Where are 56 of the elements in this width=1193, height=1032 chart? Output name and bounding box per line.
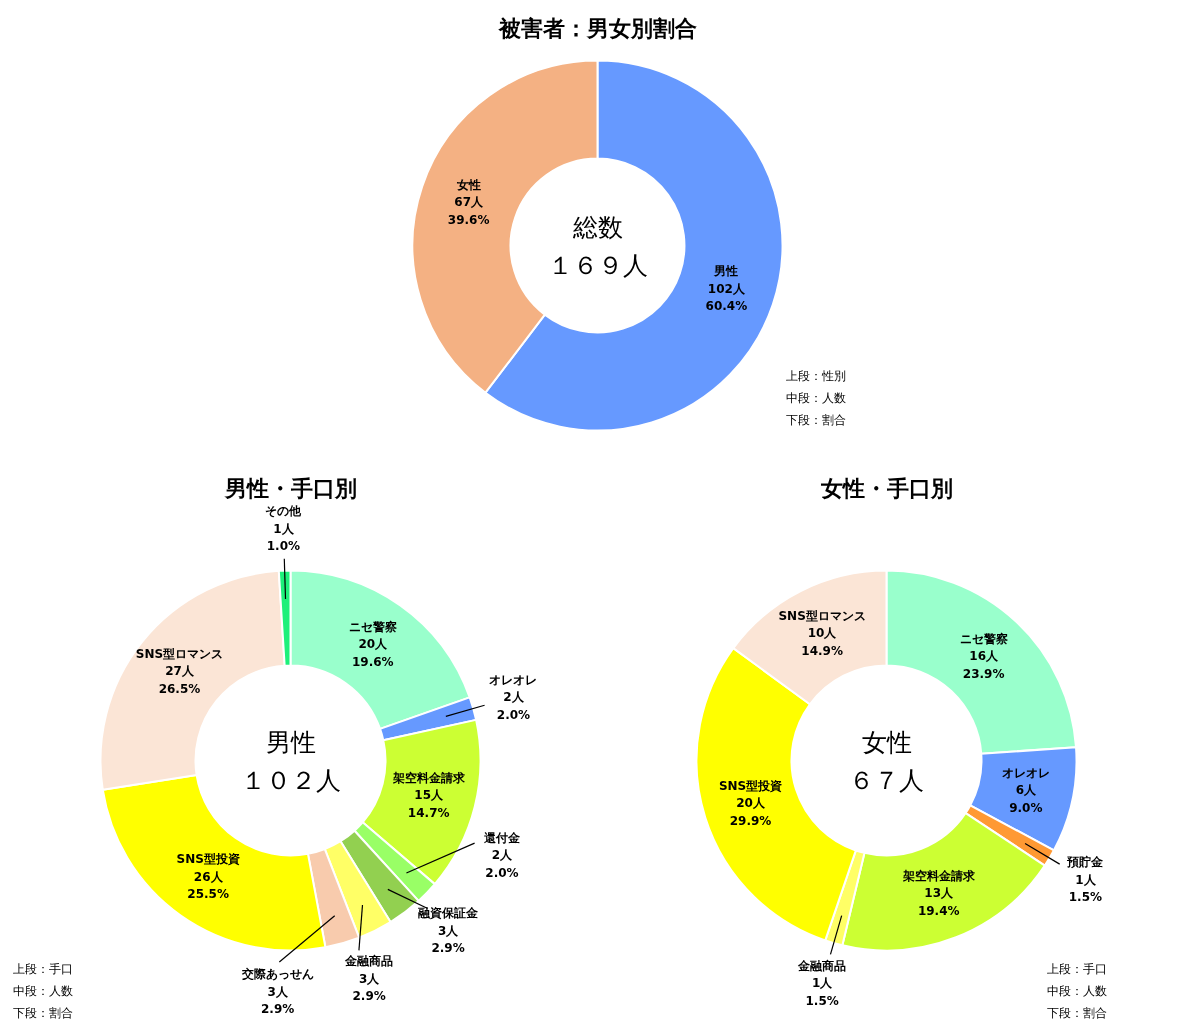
data-label: 16人 23.9% bbox=[962, 649, 1005, 681]
data-label: 2人 2.0% bbox=[485, 848, 519, 880]
slice-label: 金融商品 bbox=[344, 954, 394, 969]
slice-label: その他 bbox=[265, 504, 303, 519]
chart-title: 男性・手口別 bbox=[223, 476, 357, 501]
slice-label: 交際あっせん bbox=[240, 967, 314, 982]
data-label: 13人 19.4% bbox=[917, 886, 960, 918]
data-label: 26人 25.5% bbox=[187, 869, 229, 902]
text: 総数 bbox=[571, 213, 623, 242]
text: 男性 bbox=[265, 728, 316, 757]
data-label: 2人 2.0% bbox=[496, 690, 531, 722]
text: 上段：手口 bbox=[1046, 961, 1107, 976]
text: １６９人 bbox=[547, 251, 648, 280]
slice-label: 還付金 bbox=[482, 830, 521, 845]
slice-label: 男性 bbox=[713, 264, 739, 279]
chart-title: 女性・手口別 bbox=[819, 476, 953, 501]
data-label: 102人 60.4% bbox=[705, 281, 748, 314]
data-label: 6人 9.0% bbox=[1009, 783, 1043, 815]
text: 中段：人数 bbox=[12, 983, 73, 998]
slice-label: ニセ警察 bbox=[348, 619, 397, 634]
text: 中段：人数 bbox=[1046, 983, 1107, 998]
slice-label: 融資保証金 bbox=[418, 906, 480, 921]
slice-label: 金融商品 bbox=[797, 958, 847, 973]
data-label: 27人 26.5% bbox=[158, 664, 201, 696]
text: 下段：割合 bbox=[785, 412, 846, 427]
data-label: 15人 14.7% bbox=[407, 788, 450, 820]
text: １０２人 bbox=[240, 766, 341, 795]
slice-label: 架空料金請求 bbox=[391, 770, 466, 785]
data-label: 3人 2.9% bbox=[431, 923, 465, 956]
slice-label: SNS型投資 bbox=[718, 778, 783, 793]
slice-label: SNS型ロマンス bbox=[135, 646, 224, 661]
slice-label: オレオレ bbox=[489, 672, 538, 687]
data-label: 10人 14.9% bbox=[801, 626, 843, 658]
data-label: 1人 1.0% bbox=[266, 521, 300, 554]
text: ６７人 bbox=[849, 766, 924, 795]
text: 下段：割合 bbox=[12, 1005, 73, 1020]
text: 女性 bbox=[861, 728, 912, 757]
data-label: 67人 39.6% bbox=[447, 195, 490, 227]
slice-label: 女性 bbox=[455, 177, 481, 192]
slice-label: ニセ警察 bbox=[959, 631, 1008, 646]
slice-label: オレオレ bbox=[1001, 765, 1050, 780]
chart-title: 被害者：男女別割合 bbox=[497, 16, 697, 41]
data-label: 20人 29.9% bbox=[729, 796, 772, 828]
data-label: 1人 1.5% bbox=[805, 976, 839, 1008]
text: 中段：人数 bbox=[785, 390, 846, 405]
data-label: 1人 1.5% bbox=[1068, 872, 1103, 905]
data-label: 3人 2.9% bbox=[352, 971, 386, 1004]
slice-label: SNS型ロマンス bbox=[778, 608, 866, 623]
data-label: 3人 2.9% bbox=[261, 984, 295, 1017]
slice-label: 架空料金請求 bbox=[901, 868, 976, 883]
text: 上段：手口 bbox=[12, 961, 73, 976]
data-label: 20人 19.6% bbox=[352, 637, 394, 669]
slice-label: SNS型投資 bbox=[176, 852, 240, 867]
text: 上段：性別 bbox=[785, 368, 846, 383]
slice-label: 預貯金 bbox=[1066, 855, 1105, 870]
text: 下段：割合 bbox=[1046, 1005, 1107, 1020]
